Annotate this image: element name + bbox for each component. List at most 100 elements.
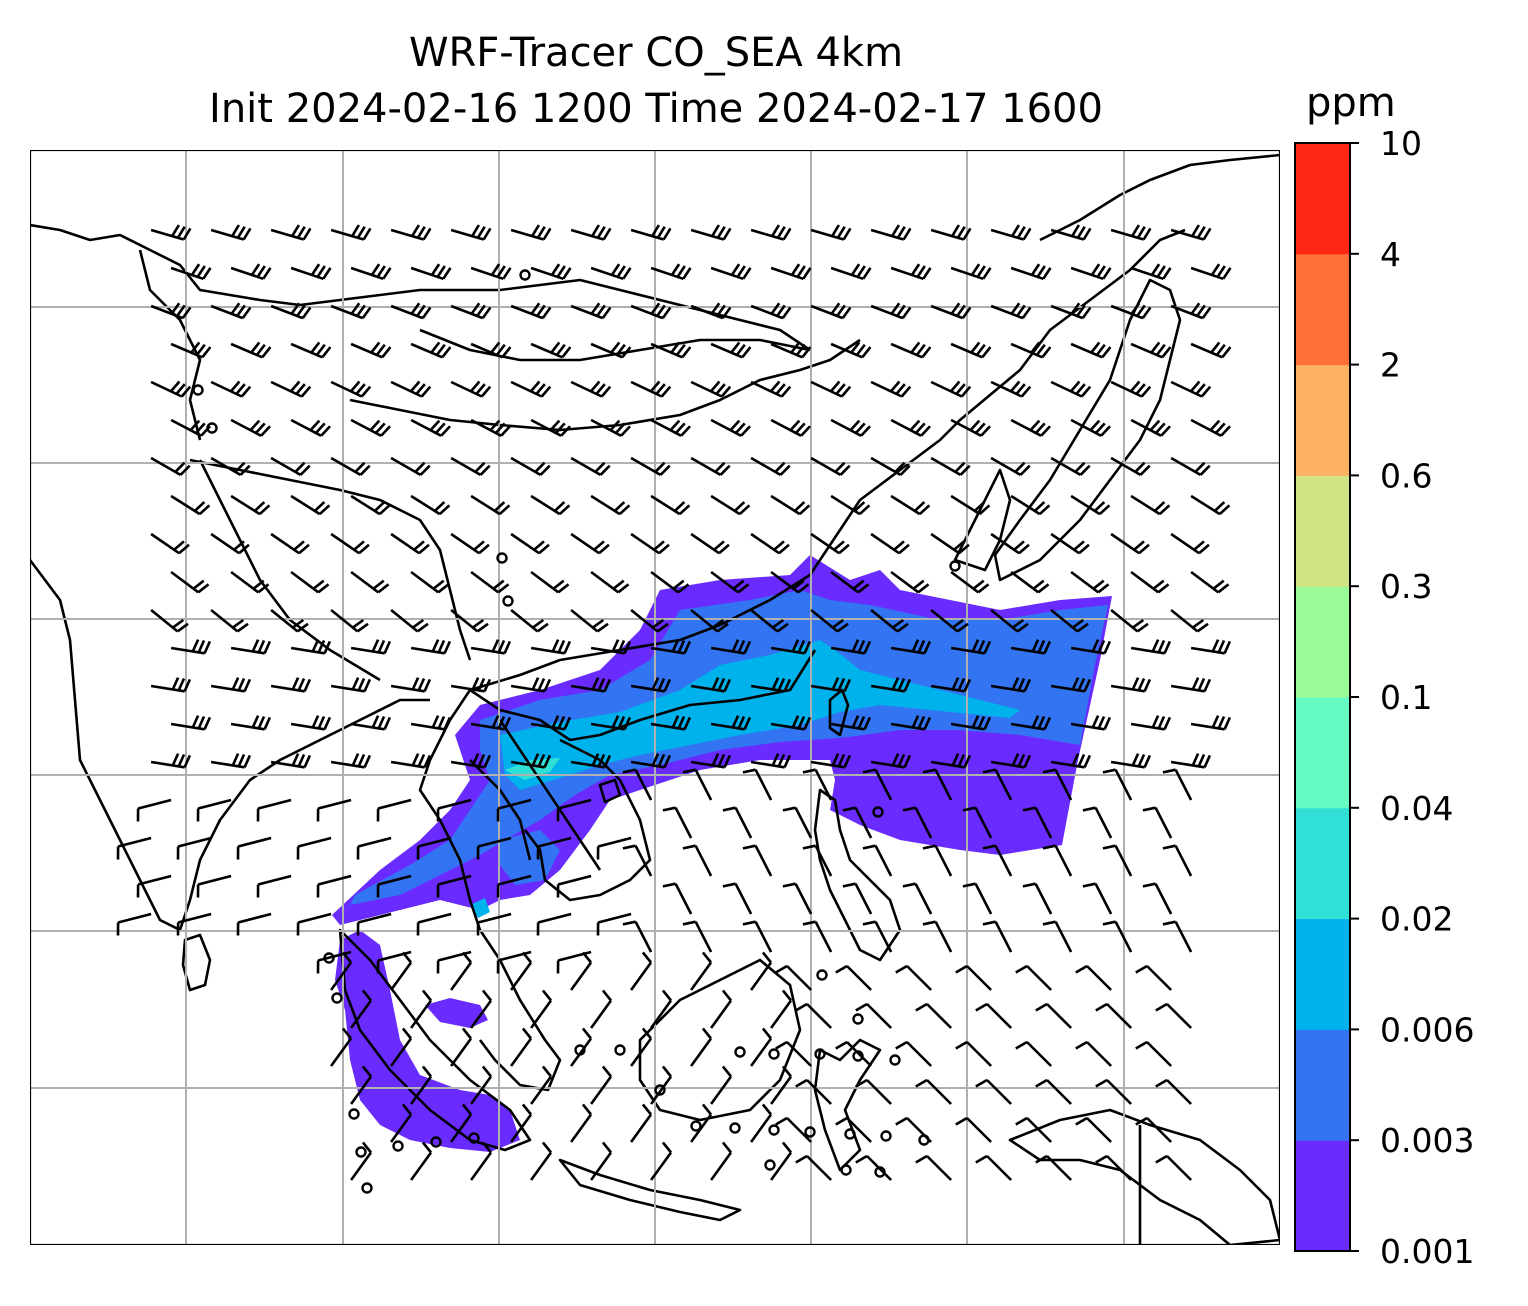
wind-barb-flag: [970, 341, 981, 354]
wind-barb-flag: [1096, 265, 1106, 278]
wind-barb-flag: [318, 504, 331, 516]
wind-barb-flag: [1018, 543, 1030, 555]
wind-barb-flag: [1102, 768, 1116, 774]
wind-barb-flag: [263, 716, 272, 730]
wind-barb-flag: [1076, 304, 1086, 317]
wind-barb-flag: [361, 306, 372, 319]
calm-wind-circle: [614, 1044, 626, 1056]
wind-barb-flag: [1023, 678, 1032, 692]
wind-barb-flag: [622, 267, 632, 280]
wind-barb-flag: [489, 419, 501, 432]
wind-barb-flag: [203, 716, 212, 730]
colorbar-tick-label: 0.1: [1380, 678, 1432, 717]
wind-barb-flag: [231, 753, 240, 766]
wind-barb-flag: [1143, 678, 1152, 692]
wind-barb-flag: [541, 306, 552, 319]
wind-barb-staff: [914, 883, 933, 915]
coast-north-west: [30, 223, 811, 352]
wind-barb-flag: [975, 1078, 988, 1088]
wind-barb-flag: [1135, 964, 1148, 974]
wind-barb-flag: [416, 622, 429, 633]
wind-barb-staff: [806, 1079, 833, 1105]
wind-barb-flag: [737, 583, 750, 594]
wind-barb-flag: [1129, 380, 1141, 393]
wind-barb-staff: [497, 798, 532, 810]
wind-barb-staff: [1166, 1003, 1193, 1029]
calm-wind-circle: [804, 1126, 816, 1138]
wind-barb-flag: [612, 579, 625, 590]
wind-barb-flag: [537, 753, 546, 767]
wind-barb-flag: [795, 343, 806, 356]
wind-barb-flag: [863, 640, 872, 654]
wind-barb-staff: [1166, 1155, 1193, 1181]
wind-barb-staff: [690, 961, 713, 991]
wind-barb-flag: [842, 882, 856, 888]
wind-barb-flag: [423, 754, 432, 768]
wind-barb-flag: [1097, 583, 1110, 594]
wind-barb-flag: [855, 343, 866, 356]
wind-barb-flag: [481, 989, 493, 1002]
wind-barb-flag: [1095, 1078, 1108, 1088]
wind-barb-flag: [381, 346, 392, 359]
wind-barb-flag: [1102, 267, 1112, 280]
wind-barb-flag: [440, 425, 451, 437]
wind-barb-flag: [531, 677, 540, 690]
wind-barb-flag: [189, 419, 201, 432]
wind-barb-flag: [1011, 677, 1020, 690]
wind-barb-flag: [1075, 1116, 1088, 1126]
wind-barb-flag: [1191, 753, 1200, 766]
wind-barb-flag: [840, 385, 852, 398]
wind-barb-staff: [590, 999, 613, 1029]
wind-barb-flag: [1136, 226, 1146, 239]
wind-barb-flag: [1037, 583, 1050, 594]
wind-barb-flag: [956, 226, 966, 239]
wind-barb-flag: [773, 540, 785, 551]
wind-barb-staff: [117, 912, 152, 924]
wind-barb-flag: [401, 1103, 413, 1116]
wind-barb-flag: [478, 543, 490, 555]
wind-barb-flag: [783, 678, 792, 692]
wind-barb-flag: [253, 501, 266, 512]
wind-barb-flag: [855, 1154, 868, 1164]
wind-barb-flag: [356, 622, 369, 633]
calm-wind-circle: [496, 552, 508, 564]
wind-barb-flag: [1156, 265, 1166, 278]
wind-barb-flag: [1210, 341, 1221, 354]
wind-barb-staff: [674, 807, 693, 839]
wind-barb-staff: [557, 950, 592, 962]
wind-barb-flag: [915, 343, 926, 356]
wind-barb-staff: [510, 1037, 533, 1067]
wind-barb-flag: [363, 754, 372, 768]
wind-barb-staff: [537, 912, 572, 924]
wind-barb-staff: [437, 874, 472, 886]
wind-barb-flag: [541, 1065, 553, 1078]
coast-borneo: [638, 958, 802, 1122]
wind-barb-flag: [917, 583, 930, 594]
wind-barb-flag: [737, 639, 746, 653]
wind-barb-flag: [795, 1154, 808, 1164]
wind-barb-flag: [860, 425, 871, 437]
wind-barb-flag: [471, 224, 481, 237]
wind-barb-flag: [922, 267, 932, 280]
wind-barb-staff: [1054, 921, 1073, 953]
wind-barb-flag: [796, 265, 806, 278]
wind-barb-flag: [291, 753, 300, 766]
wind-barb-staff: [1146, 965, 1173, 991]
wind-barb-flag: [1223, 640, 1232, 654]
wind-barb-flag: [551, 639, 560, 652]
wind-barb-staff: [926, 1079, 953, 1105]
wind-barb-flag: [782, 882, 796, 888]
wind-barb-flag: [581, 1027, 593, 1040]
wind-barb-flag: [202, 267, 212, 280]
wind-barb-flag: [503, 716, 512, 730]
wind-barb-flag: [1022, 227, 1032, 241]
wind-barb-flag: [1029, 419, 1041, 432]
wind-barb-flag: [1192, 618, 1205, 629]
wind-barb-flag: [1076, 226, 1086, 239]
wind-barb-flag: [923, 716, 932, 730]
wind-barb-flag: [1203, 678, 1212, 692]
wind-barb-flag: [1162, 920, 1176, 926]
wind-barb-staff: [770, 1151, 793, 1181]
wind-barb-flag: [1162, 844, 1176, 850]
wind-barb-staff: [497, 950, 532, 962]
